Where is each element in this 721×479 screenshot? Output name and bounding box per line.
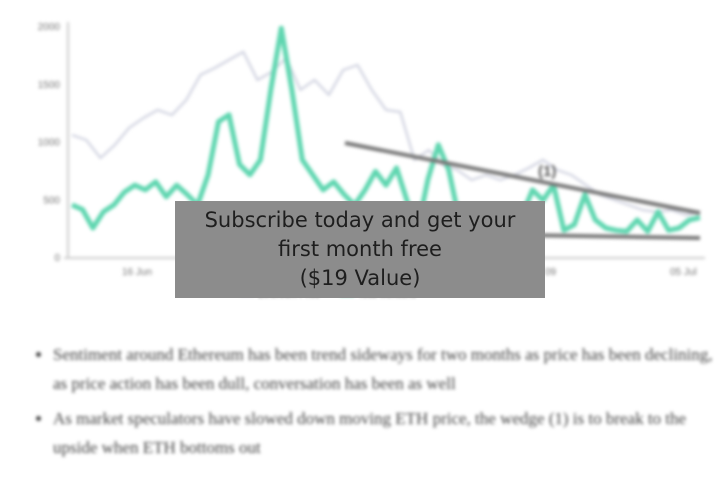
y-tick-label: 1500 <box>38 80 61 91</box>
bullet-item: Sentiment around Ethereum has been trend… <box>53 340 718 398</box>
paywall-line: first month free <box>278 237 442 261</box>
wedge-upper-line <box>344 141 701 215</box>
paywall-price: ($19 Value) <box>299 266 421 290</box>
y-tick-label: 1000 <box>38 138 61 149</box>
series-line-price <box>71 50 701 217</box>
subscribe-paywall-banner[interactable]: Subscribe today and get your first month… <box>175 201 545 298</box>
wedge-lower-line <box>519 233 701 240</box>
series-line-mentions <box>70 25 701 234</box>
bullet-item: As market speculators have slowed down m… <box>53 404 718 462</box>
y-tick-label: 500 <box>43 195 60 206</box>
x-tick-label: 09 <box>545 267 557 278</box>
line-chart: 0 500 1000 1500 2000 16 Jun 09 05 Jul (1) <box>38 22 705 278</box>
article-body: Sentiment around Ethereum has been trend… <box>28 340 718 468</box>
x-tick-label: 05 Jul <box>670 267 697 278</box>
y-tick-label: 2000 <box>38 22 61 33</box>
wedge-annotation-label: (1) <box>538 163 556 180</box>
x-tick-label: 16 Jun <box>122 267 152 278</box>
y-tick-label: 0 <box>54 253 60 264</box>
paywall-line: Subscribe today and get your <box>204 208 516 232</box>
